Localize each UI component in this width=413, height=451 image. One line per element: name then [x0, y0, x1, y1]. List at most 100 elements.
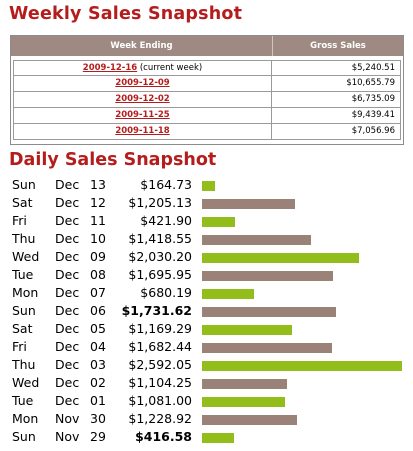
day-of-week: Fri: [12, 339, 27, 354]
weekly-sales-table: Week Ending Gross Sales 2009-12-16 (curr…: [10, 35, 404, 145]
day-of-week: Mon: [12, 285, 39, 300]
sales-bar: [202, 325, 292, 335]
day-number: 01: [90, 393, 106, 408]
gross-sales-cell: $10,655.79: [346, 78, 395, 88]
sales-bar: [202, 253, 359, 263]
sales-bar: [202, 361, 402, 371]
daily-row: Thu Dec 10 $1,418.55: [0, 231, 413, 247]
daily-amount: $421.90: [140, 213, 192, 228]
daily-row: Thu Dec 03 $2,592.05: [0, 357, 413, 373]
daily-amount: $1,169.29: [128, 321, 192, 336]
month: Dec: [55, 231, 80, 246]
gross-sales-cell: $5,240.51: [351, 63, 395, 73]
gross-sales-cell: $6,735.09: [351, 94, 395, 104]
day-number: 06: [90, 303, 106, 318]
daily-row: Mon Dec 07 $680.19: [0, 285, 413, 301]
sales-bar: [202, 217, 235, 227]
day-number: 05: [90, 321, 106, 336]
month: Dec: [55, 177, 80, 192]
gross-sales-cell: $7,056.96: [351, 126, 395, 136]
month: Dec: [55, 357, 80, 372]
daily-amount: $1,228.92: [128, 411, 192, 426]
gross-sales-header: Gross Sales: [310, 41, 366, 51]
day-of-week: Thu: [12, 231, 36, 246]
sales-bar: [202, 415, 297, 425]
weekly-row: 2009-12-16 (current week) $5,240.51: [13, 60, 401, 76]
daily-row: Mon Nov 30 $1,228.92: [0, 411, 413, 427]
week-date-link[interactable]: 2009-11-25: [115, 110, 170, 120]
week-note: (current week): [137, 63, 203, 73]
weekly-sales-title: Weekly Sales Snapshot: [9, 4, 243, 24]
day-of-week: Tue: [12, 267, 34, 282]
daily-amount: $164.73: [140, 177, 192, 192]
day-number: 07: [90, 285, 106, 300]
month: Dec: [55, 195, 80, 210]
day-of-week: Fri: [12, 213, 27, 228]
day-number: 13: [90, 177, 106, 192]
day-number: 29: [90, 429, 106, 444]
header-divider: [272, 36, 273, 56]
month: Dec: [55, 321, 80, 336]
day-of-week: Sun: [12, 303, 36, 318]
sales-bar: [202, 235, 311, 245]
month: Nov: [55, 429, 80, 444]
month: Dec: [55, 375, 80, 390]
week-ending-cell: 2009-11-18: [14, 124, 272, 139]
month: Dec: [55, 393, 80, 408]
daily-row: Wed Dec 02 $1,104.25: [0, 375, 413, 391]
day-of-week: Sun: [12, 177, 36, 192]
day-number: 03: [90, 357, 106, 372]
day-of-week: Sun: [12, 429, 36, 444]
daily-row: Sat Dec 05 $1,169.29: [0, 321, 413, 337]
week-ending-header: Week Ending: [110, 41, 173, 51]
week-date-link[interactable]: 2009-12-16: [82, 63, 138, 73]
month: Dec: [55, 267, 80, 282]
day-of-week: Tue: [12, 393, 34, 408]
daily-amount: $1,104.25: [128, 375, 192, 390]
day-number: 02: [90, 375, 106, 390]
day-of-week: Wed: [12, 249, 40, 264]
day-of-week: Wed: [12, 375, 40, 390]
month: Dec: [55, 213, 80, 228]
week-ending-cell: 2009-11-25: [14, 108, 272, 123]
week-ending-cell: 2009-12-02: [14, 92, 272, 107]
week-date-link[interactable]: 2009-11-18: [115, 126, 170, 136]
day-number: 04: [90, 339, 106, 354]
sales-bar: [202, 199, 295, 209]
month: Nov: [55, 411, 80, 426]
week-date-link[interactable]: 2009-12-09: [115, 78, 170, 88]
day-of-week: Mon: [12, 411, 39, 426]
weekly-row: 2009-11-18 $7,056.96: [13, 124, 401, 140]
daily-amount: $1,081.00: [128, 393, 192, 408]
week-ending-cell: 2009-12-16 (current week): [14, 61, 272, 76]
sales-bar: [202, 433, 234, 443]
sales-bar: [202, 343, 332, 353]
daily-row: Sun Dec 06 $1,731.62: [0, 303, 413, 319]
daily-amount: $680.19: [140, 285, 192, 300]
month: Dec: [55, 303, 80, 318]
daily-amount: $1,695.95: [128, 267, 192, 282]
sales-bar: [202, 181, 215, 191]
daily-amount: $2,592.05: [128, 357, 192, 372]
daily-amount: $1,731.62: [121, 303, 192, 318]
daily-amount: $1,418.55: [128, 231, 192, 246]
day-of-week: Sat: [12, 321, 33, 336]
daily-amount: $1,682.44: [128, 339, 192, 354]
daily-row: Tue Dec 01 $1,081.00: [0, 393, 413, 409]
weekly-table-header: Week Ending Gross Sales: [11, 36, 403, 56]
day-number: 11: [90, 213, 106, 228]
weekly-row: 2009-12-02 $6,735.09: [13, 92, 401, 108]
daily-amount: $2,030.20: [128, 249, 192, 264]
day-number: 30: [90, 411, 106, 426]
week-date-link[interactable]: 2009-12-02: [115, 94, 170, 104]
daily-row: Fri Dec 11 $421.90: [0, 213, 413, 229]
day-of-week: Thu: [12, 357, 36, 372]
daily-amount: $1,205.13: [128, 195, 192, 210]
day-number: 09: [90, 249, 106, 264]
month: Dec: [55, 249, 80, 264]
day-number: 08: [90, 267, 106, 282]
daily-row: Wed Dec 09 $2,030.20: [0, 249, 413, 265]
daily-row: Sat Dec 12 $1,205.13: [0, 195, 413, 211]
gross-sales-cell: $9,439.41: [351, 110, 395, 120]
daily-row: Tue Dec 08 $1,695.95: [0, 267, 413, 283]
